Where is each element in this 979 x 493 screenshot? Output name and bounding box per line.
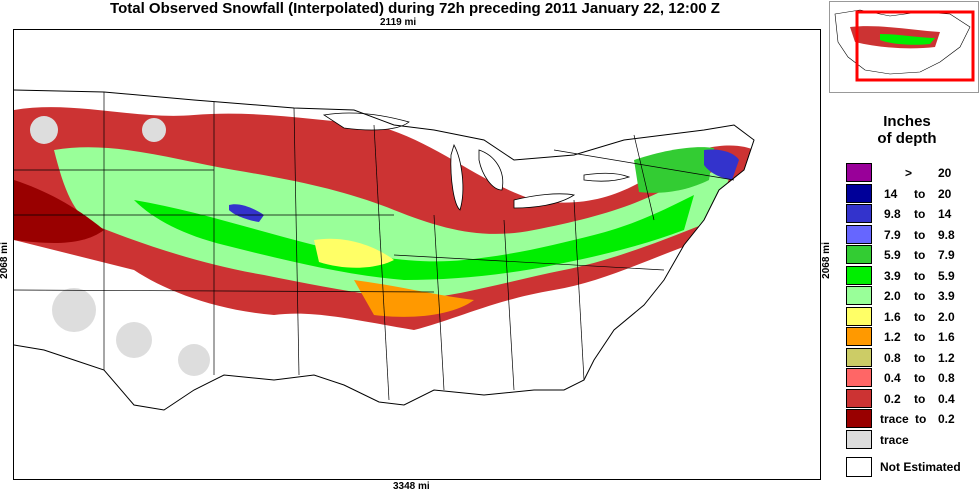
inset-view-box — [855, 10, 975, 82]
legend-sep: to — [914, 268, 926, 283]
legend-high: 20 — [938, 166, 952, 180]
legend-high: 14 — [938, 207, 952, 221]
legend-low: trace — [880, 412, 909, 426]
lake-michigan — [450, 143, 464, 211]
legend-swatch — [846, 183, 872, 203]
lake-huron — [478, 149, 504, 191]
legend-swatch — [846, 409, 872, 428]
legend-high: 1.2 — [938, 350, 955, 365]
legend-sep: to — [915, 412, 927, 426]
legend-swatch — [846, 245, 872, 264]
legend-low: 0.2 — [884, 391, 901, 406]
legend-sep: to — [914, 330, 926, 344]
legend-swatch — [846, 224, 872, 244]
legend-sep: to — [914, 248, 926, 262]
legend-swatch — [846, 286, 872, 305]
left-dimension-label: 2068 mi — [0, 242, 10, 279]
top-dimension-label: 2119 mi — [380, 17, 417, 28]
legend-swatch — [846, 204, 872, 223]
lake-erie — [513, 193, 576, 209]
legend-low: 2.0 — [884, 289, 901, 303]
legend-title-line2: of depth — [877, 130, 937, 147]
inset-overview-map — [829, 1, 979, 93]
snowfall-map[interactable] — [13, 29, 821, 480]
legend-low: 0.4 — [884, 371, 901, 385]
legend-swatch — [846, 327, 872, 346]
legend-sep: to — [914, 350, 926, 365]
legend-low: 5.9 — [884, 248, 901, 262]
snowfall-map-svg — [14, 30, 820, 479]
legend-low: 14 — [884, 186, 898, 201]
lake-superior — [322, 112, 410, 131]
legend-high: 0.8 — [938, 371, 955, 385]
legend-sep: to — [914, 227, 926, 242]
legend-sep: to — [914, 207, 926, 221]
legend-high: 0.2 — [938, 412, 955, 426]
legend-sep: to — [914, 186, 926, 201]
legend-sep: > — [905, 166, 913, 180]
state-boundaries — [14, 92, 735, 401]
legend-sep: to — [914, 289, 926, 303]
legend-swatch — [846, 388, 872, 408]
legend-low: 9.8 — [884, 207, 901, 221]
legend-low: 7.9 — [884, 227, 901, 242]
legend-high: 3.9 — [938, 289, 955, 303]
legend-sep: to — [914, 309, 926, 324]
legend-low: 3.9 — [884, 268, 901, 283]
legend-low: trace — [880, 432, 909, 447]
legend-swatch — [846, 163, 872, 182]
lake-ontario — [583, 172, 631, 182]
legend-high: 5.9 — [938, 268, 955, 283]
legend-low: 1.2 — [884, 330, 901, 344]
legend-swatch — [846, 429, 872, 449]
legend-high: 2.0 — [938, 309, 955, 324]
legend-high: 20 — [938, 186, 952, 201]
legend-high: 7.9 — [938, 248, 955, 262]
map-title: Total Observed Snowfall (Interpolated) d… — [110, 0, 720, 17]
legend-low: 1.6 — [884, 309, 901, 324]
not-estimated-label: Not Estimated — [880, 460, 961, 474]
legend-low: 0.8 — [884, 350, 901, 365]
legend-swatch — [846, 347, 872, 367]
bottom-dimension-label: 3348 mi — [393, 481, 430, 492]
legend-title-line1: Inches — [883, 113, 931, 130]
legend-sep: to — [914, 371, 926, 385]
legend-high: 1.6 — [938, 330, 955, 344]
right-dimension-label: 2068 mi — [820, 242, 832, 279]
legend-title: Inches of depth — [846, 113, 968, 147]
legend-swatch — [846, 368, 872, 387]
legend-swatch — [846, 265, 872, 285]
legend-swatch — [846, 306, 872, 326]
legend-sep: to — [914, 391, 926, 406]
legend-high: 9.8 — [938, 227, 955, 242]
inset-svg — [834, 9, 975, 82]
not-estimated-swatch — [846, 457, 872, 477]
legend-high: 0.4 — [938, 391, 955, 406]
